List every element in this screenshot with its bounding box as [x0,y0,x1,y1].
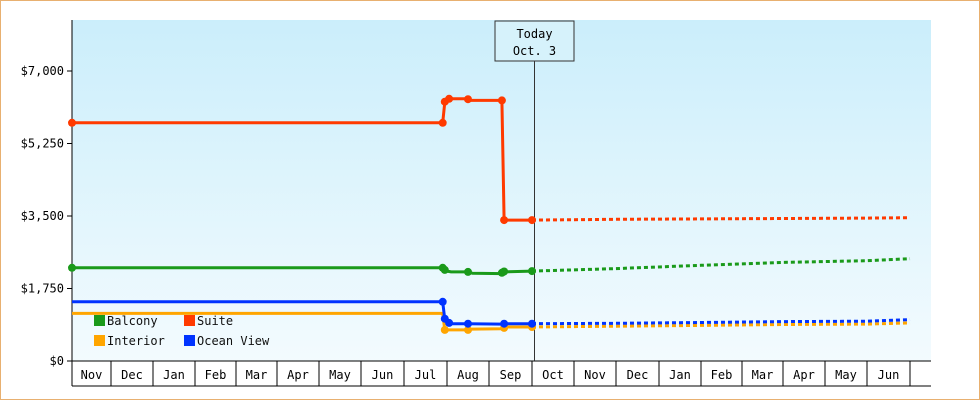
y-tick-label: $7,000 [21,64,64,78]
x-tick-label: Oct [542,368,564,382]
x-tick-label: Dec [121,368,143,382]
y-tick-label: $1,750 [21,282,64,296]
legend-label-interior: Interior [107,334,165,348]
y-axis: $0 $1,750 $3,500 $5,250 $7,000 [21,20,73,368]
x-tick-label: Dec [627,368,649,382]
x-tick-label: Jan [669,368,691,382]
x-tick-label: Feb [205,368,227,382]
today-label-line2: Oct. 3 [513,44,556,58]
legend-swatch-ocean-view [184,335,195,346]
today-marker: Today Oct. 3 [494,20,575,361]
legend: Balcony Suite Interior Ocean View [94,314,270,348]
series-suite-point [438,118,447,127]
series-suite-point [497,96,506,105]
series-balcony-point [68,263,76,272]
series-ocean-view-forecast [531,318,911,326]
y-tick-label: $0 [50,354,64,368]
x-tick-label: Nov [584,368,606,382]
series-suite-forecast [531,216,911,222]
series-balcony-forecast [531,257,911,273]
legend-swatch-balcony [94,315,105,326]
x-tick-label: Apr [287,368,309,382]
legend-swatch-interior [94,335,105,346]
today-label-line1: Today [516,27,552,41]
x-tick-label: Aug [457,368,479,382]
series-balcony-point [440,265,449,274]
x-tick-label: Nov [81,368,103,382]
x-tick-label: Jun [372,368,394,382]
series-interior-point [440,325,449,334]
y-tick-label: $5,250 [21,137,64,151]
x-tick-label: Apr [793,368,815,382]
series-ocean-view-point [500,319,509,328]
series-interior-forecast [531,321,911,329]
series-ocean-view-point [528,319,536,328]
legend-swatch-suite [184,315,195,326]
series-ocean-view-point [438,297,447,306]
x-tick-label: Sep [500,368,522,382]
plot-background [72,20,931,361]
x-tick-label: Feb [711,368,733,382]
series-suite-point [464,95,472,104]
series-interior-point [464,325,472,334]
y-tick-label: $3,500 [21,209,64,223]
legend-label-ocean-view: Ocean View [197,334,270,348]
x-tick-label: Mar [246,368,268,382]
series-suite-point [500,216,509,225]
series-balcony-point [464,267,472,276]
x-axis: Nov Dec Jan Feb Mar Apr May Jun Jul Aug Sep Oct Nov D… [71,360,931,387]
series-balcony-point [528,267,536,276]
today-box [494,20,575,62]
series-balcony-point [500,267,509,276]
legend-label-balcony: Balcony [107,314,158,328]
series-suite-point [445,94,454,103]
series-suite-point [68,118,76,127]
x-tick-label: Jun [878,368,900,382]
x-tick-label: Jan [163,368,185,382]
series-ocean-view-point [445,318,454,327]
x-tick-label: May [835,368,857,382]
x-tick-label: Mar [752,368,774,382]
series-ocean-view-point [464,319,472,328]
x-tick-label: Jul [415,368,437,382]
series-suite-point [528,216,536,225]
legend-label-suite: Suite [197,314,233,328]
x-tick-label: May [329,368,351,382]
series-lines [68,94,911,334]
